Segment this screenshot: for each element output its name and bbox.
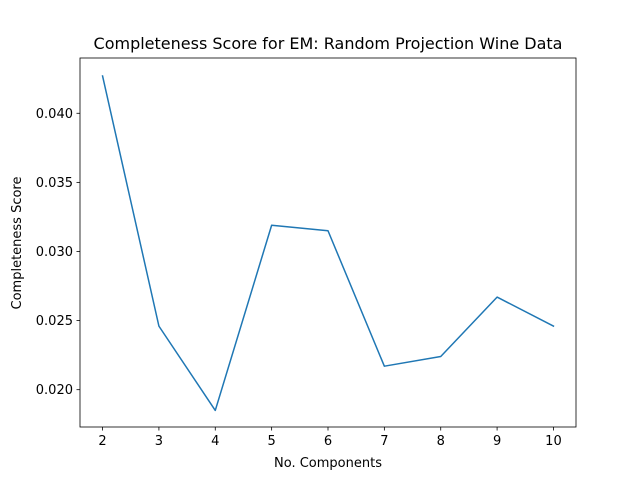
plot-area: 2 3 4 5 6 7 8 9 10 0.020 0.025 0.030 0.035 0.040 <box>36 57 577 449</box>
x-tick-label: 9 <box>493 434 501 449</box>
x-tick-label: 7 <box>380 434 388 449</box>
x-tick-label: 8 <box>437 434 445 449</box>
y-tick-label: 0.035 <box>36 176 73 191</box>
y-tick-label: 0.020 <box>36 383 73 398</box>
y-tick-label: 0.025 <box>36 314 73 329</box>
x-tick-label: 3 <box>155 434 163 449</box>
series-line <box>101 75 555 412</box>
chart-title: Completeness Score for EM: Random Projec… <box>94 34 563 53</box>
x-axis-label: No. Components <box>274 456 382 471</box>
y-tick-label: 0.040 <box>36 107 73 122</box>
x-tick-label: 4 <box>211 434 219 449</box>
plot-frame <box>79 57 577 428</box>
x-tick-label: 2 <box>98 434 106 449</box>
x-tick-label: 10 <box>545 434 562 449</box>
x-tick-label: 6 <box>324 434 332 449</box>
x-tick-label: 5 <box>267 434 275 449</box>
y-tick-label: 0.030 <box>36 245 73 260</box>
y-axis-label: Completeness Score <box>10 177 25 310</box>
